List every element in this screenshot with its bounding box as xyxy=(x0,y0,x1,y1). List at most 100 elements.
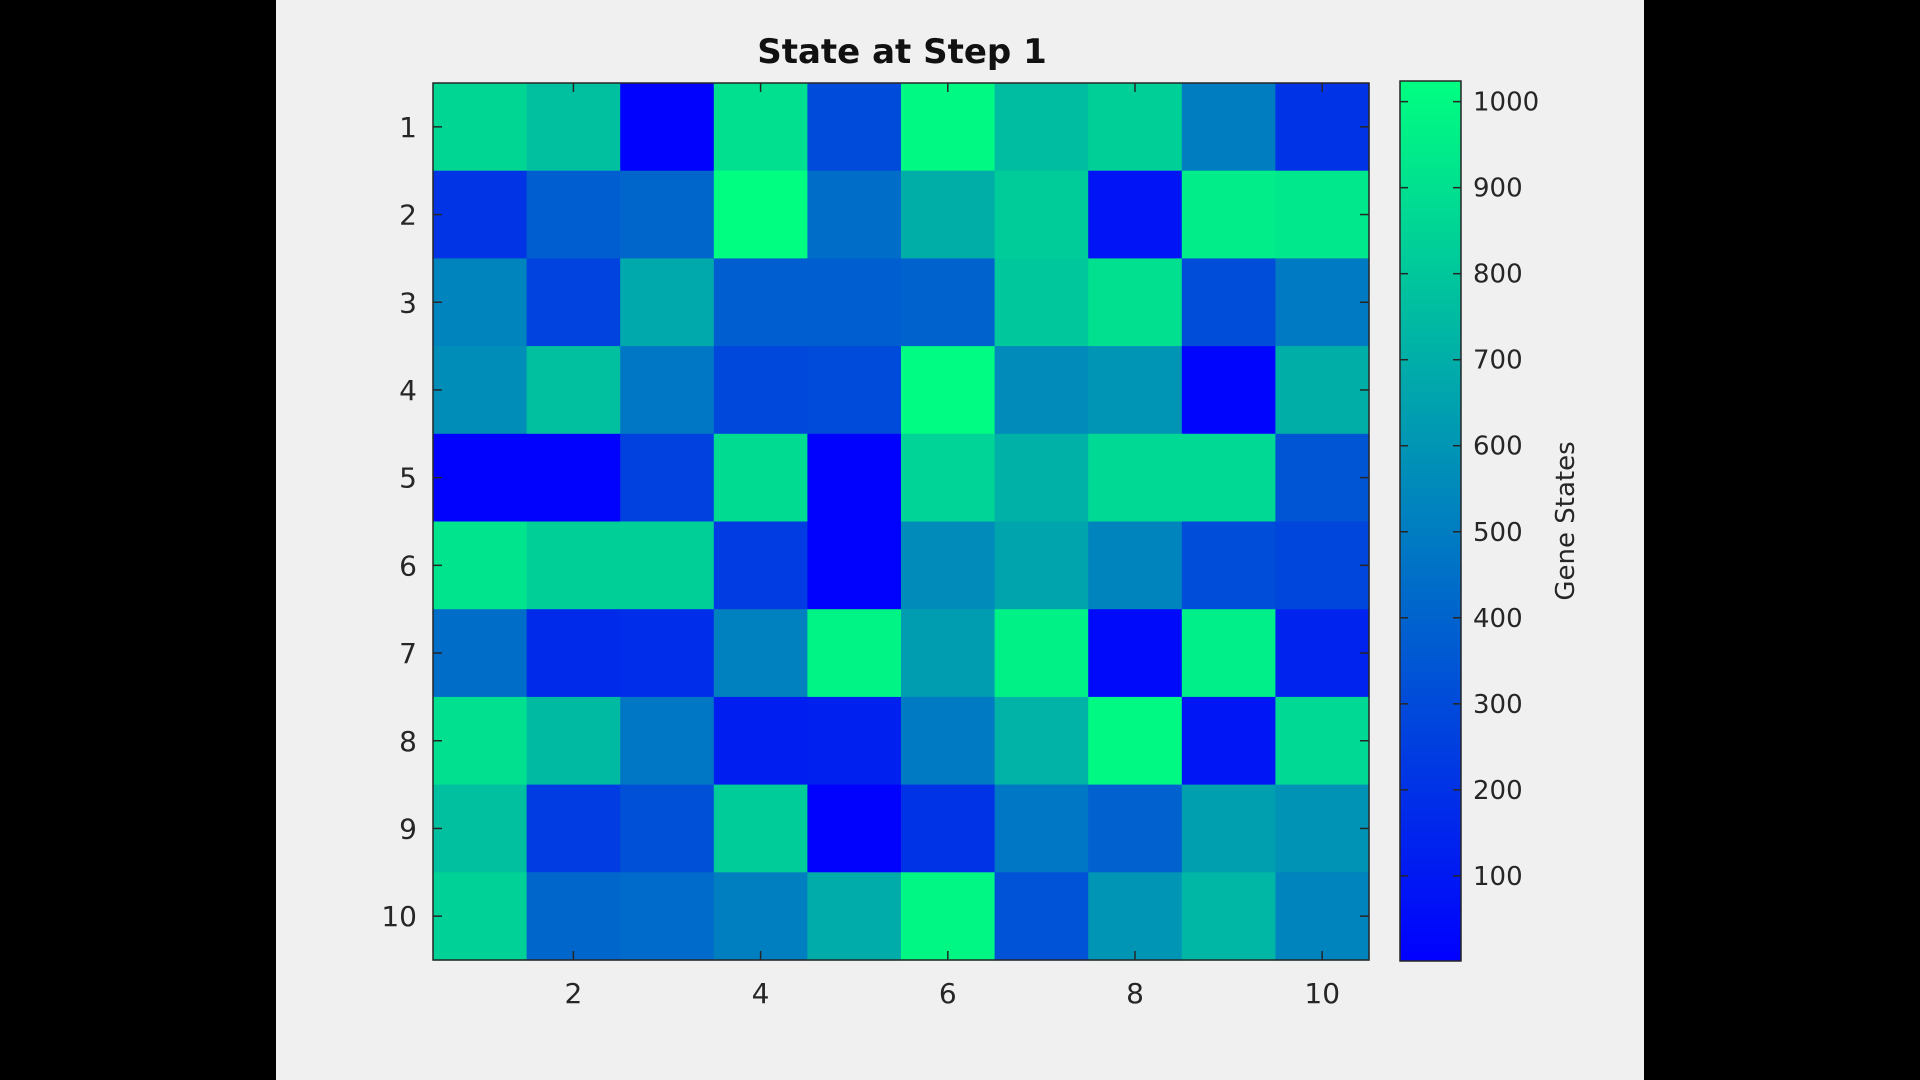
y-tick-label: 8 xyxy=(399,725,417,758)
colorbar-tick-label: 600 xyxy=(1473,432,1523,462)
heatmap-cell-r2-c1 xyxy=(433,170,528,259)
heatmap-cell-r2-c8 xyxy=(1088,170,1183,259)
heatmap-cell-r4-c9 xyxy=(1181,346,1276,435)
heatmap-cell-r10-c3 xyxy=(620,872,715,961)
heatmap-cell-r5-c7 xyxy=(994,433,1089,523)
y-tick-label: 5 xyxy=(399,462,417,495)
heatmap-cell-r7-c7 xyxy=(994,609,1089,698)
y-tick-label: 9 xyxy=(399,812,417,845)
heatmap-cell-r8-c2 xyxy=(526,696,621,786)
heatmap-cell-r9-c2 xyxy=(526,784,621,873)
heatmap-cell-r3-c3 xyxy=(620,258,715,347)
heatmap-cell-r2-c4 xyxy=(713,170,808,259)
heatmap-cell-r9-c7 xyxy=(994,784,1089,873)
heatmap-cell-r2-c6 xyxy=(901,170,996,259)
y-tick-label: 3 xyxy=(399,286,417,319)
heatmap-cell-r7-c2 xyxy=(526,609,621,698)
heatmap-cell-r10-c5 xyxy=(807,872,902,961)
heatmap-cell-r2-c10 xyxy=(1275,170,1370,259)
x-tick-label: 8 xyxy=(1126,977,1144,1010)
heatmap-cell-r4-c2 xyxy=(526,346,621,435)
heatmap-cell-r4-c4 xyxy=(713,346,808,435)
colorbar-tick-label: 900 xyxy=(1473,174,1523,204)
colorbar-tick-label: 800 xyxy=(1473,260,1523,290)
heatmap-cell-r1-c3 xyxy=(620,83,715,172)
chart-title: State at Step 1 xyxy=(757,32,1047,72)
heatmap-cell-r1-c7 xyxy=(994,83,1089,172)
heatmap-cell-r7-c9 xyxy=(1181,609,1276,698)
heatmap-cell-r6-c7 xyxy=(994,521,1089,610)
heatmap-cell-r6-c5 xyxy=(807,521,902,610)
x-tick-labels: 2 4 6 8 10 xyxy=(564,977,1340,1010)
colorbar-ticks: 100 200 300 400 500 600 700 800 900 1000 xyxy=(1400,88,1539,892)
heatmap-cell-r9-c1 xyxy=(433,784,528,873)
heatmap-cell-r4-c8 xyxy=(1088,346,1183,435)
heatmap-cell-r3-c4 xyxy=(713,258,808,347)
y-tick-label: 7 xyxy=(399,637,417,670)
heatmap-cell-r10-c4 xyxy=(713,872,808,961)
heatmap-cell-r10-c2 xyxy=(526,872,621,961)
heatmap-cell-r8-c8 xyxy=(1088,696,1183,786)
heatmap-cell-r1-c8 xyxy=(1088,83,1183,172)
colorbar-label: Gene States xyxy=(1551,441,1581,600)
heatmap-cell-r10-c9 xyxy=(1181,872,1276,961)
colorbar-tick-label: 200 xyxy=(1473,776,1523,806)
heatmap-cell-r8-c4 xyxy=(713,696,808,786)
heatmap-cell-r4-c7 xyxy=(994,346,1089,435)
heatmap-cell-r6-c9 xyxy=(1181,521,1276,610)
heatmap-cell-r5-c6 xyxy=(901,433,996,523)
x-tick-label: 10 xyxy=(1304,977,1340,1010)
heatmap-cell-r5-c3 xyxy=(620,433,715,523)
figure-window: State at Step 1 2 4 6 8 10 1 2 3 4 5 6 7 8 9 10 100 20… xyxy=(276,0,1644,1080)
plot-frame xyxy=(432,82,1370,961)
heatmap-cell-r2-c9 xyxy=(1181,170,1276,259)
heatmap-cell-r7-c8 xyxy=(1088,609,1183,698)
heatmap-cell-r6-c2 xyxy=(526,521,621,610)
heatmap-cell-r3-c6 xyxy=(901,258,996,347)
colorbar-tick-label: 300 xyxy=(1473,690,1523,720)
heatmap-cell-r10-c10 xyxy=(1275,872,1370,961)
heatmap-cell-r3-c8 xyxy=(1088,258,1183,347)
heatmap-cell-r9-c10 xyxy=(1275,784,1370,873)
heatmap-cell-r3-c5 xyxy=(807,258,902,347)
heatmap-cell-r4-c6 xyxy=(901,346,996,435)
heatmap-cell-r8-c7 xyxy=(994,696,1089,786)
heatmap-cell-r7-c6 xyxy=(901,609,996,698)
heatmap-cell-r1-c1 xyxy=(433,83,528,172)
y-tick-label: 1 xyxy=(399,111,417,144)
heatmap-cell-r8-c1 xyxy=(433,696,528,786)
heatmap-cell-r1-c9 xyxy=(1181,83,1276,172)
heatmap-cell-r7-c3 xyxy=(620,609,715,698)
heatmap-cell-r5-c1 xyxy=(433,433,528,523)
heatmap-cell-r3-c1 xyxy=(433,258,528,347)
heatmap-cell-r6-c3 xyxy=(620,521,715,610)
colorbar-tick-label: 100 xyxy=(1473,862,1523,892)
heatmap-cell-r7-c5 xyxy=(807,609,902,698)
heatmap-cell-r2-c2 xyxy=(526,170,621,259)
colorbar-tick-label: 500 xyxy=(1473,518,1523,548)
heatmap-cell-r9-c8 xyxy=(1088,784,1183,873)
heatmap-cell-r9-c5 xyxy=(807,784,902,873)
heatmap-cell-r4-c1 xyxy=(433,346,528,435)
axis-ticks xyxy=(433,83,1369,960)
heatmap-cell-r3-c9 xyxy=(1181,258,1276,347)
heatmap-cell-r4-c10 xyxy=(1275,346,1370,435)
heatmap-cell-r9-c4 xyxy=(713,784,808,873)
heatmap-cell-r7-c1 xyxy=(433,609,528,698)
y-tick-label: 2 xyxy=(399,199,417,232)
y-tick-label: 4 xyxy=(399,374,417,407)
heatmap-cell-r10-c8 xyxy=(1088,872,1183,961)
heatmap-cell-r5-c2 xyxy=(526,433,621,523)
heatmap-cell-r5-c8 xyxy=(1088,433,1183,523)
heatmap-cell-r5-c9 xyxy=(1181,433,1276,523)
heatmap-cell-r1-c2 xyxy=(526,83,621,172)
heatmap-cell-r8-c6 xyxy=(901,696,996,786)
heatmap-cell-r8-c5 xyxy=(807,696,902,786)
x-tick-label: 2 xyxy=(564,977,582,1010)
heatmap-cell-r1-c4 xyxy=(713,83,808,172)
y-tick-label: 6 xyxy=(399,549,417,582)
heatmap-cell-r8-c3 xyxy=(620,696,715,786)
heatmap-cell-r2-c5 xyxy=(807,170,902,259)
heatmap-cell-r4-c3 xyxy=(620,346,715,435)
